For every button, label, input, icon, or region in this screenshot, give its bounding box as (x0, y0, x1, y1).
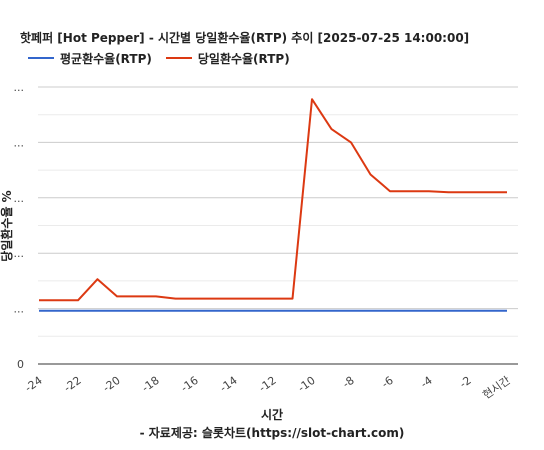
x-tick-label: -8 (340, 374, 356, 391)
y-tick-label: ... (14, 136, 25, 149)
legend-item-daily-rtp[interactable]: 당일환수율(RTP) (165, 50, 290, 67)
legend-swatch-average-rtp (28, 57, 54, 59)
gridlines (38, 86, 518, 337)
legend-item-average-rtp[interactable]: 평균환수율(RTP) (28, 50, 152, 67)
x-tick-label: -14 (218, 374, 240, 395)
x-tick-label: -20 (101, 374, 123, 395)
y-tick-label: ... (14, 303, 25, 316)
x-tick-label: -2 (457, 374, 473, 391)
x-tick-label: -22 (62, 374, 84, 395)
chart-title: 핫페퍼 [Hot Pepper] - 시간별 당일환수율(RTP) 추이 [20… (20, 31, 470, 45)
x-tick-label: -16 (179, 374, 201, 395)
legend-label-daily-rtp: 당일환수율(RTP) (197, 51, 290, 66)
legend-swatch-daily-rtp (165, 57, 192, 59)
y-tick-label: ... (14, 81, 25, 94)
x-tick-label: -6 (379, 374, 395, 391)
y-tick-label: ... (14, 192, 25, 205)
x-tick-label: -10 (296, 374, 318, 395)
x-tick-label: -18 (140, 374, 162, 395)
legend: 평균환수율(RTP) 당일환수율(RTP) (28, 50, 304, 66)
x-tick-label: -4 (418, 374, 434, 391)
y-tick-label: 0 (17, 358, 24, 371)
x-tick-label: -12 (257, 374, 279, 395)
y-tick-label: ... (14, 247, 25, 260)
x-tick-labels: -24 -22 -20 -18 -16 -14 -12 -10 -8 -6 -4 -2 현시간 (23, 374, 513, 402)
y-tick-labels: 0............... (14, 81, 25, 371)
x-tick-label: -24 (23, 374, 45, 395)
y-axis-title: 당일환수율 % (0, 190, 14, 261)
legend-label-average-rtp: 평균환수율(RTP) (60, 51, 152, 66)
x-tick-label: 현시간 (480, 374, 512, 402)
x-axis-title: 시간 (261, 407, 283, 422)
series-line-daily-rtp (39, 98, 507, 302)
source-note: - 자료제공: 슬롯차트(https://slot-chart.com) (140, 425, 405, 440)
series-lines (39, 98, 507, 312)
